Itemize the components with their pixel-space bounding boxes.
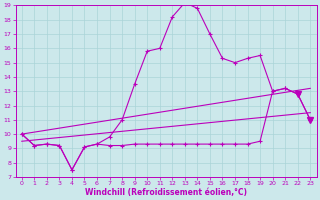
X-axis label: Windchill (Refroidissement éolien,°C): Windchill (Refroidissement éolien,°C) [85,188,247,197]
